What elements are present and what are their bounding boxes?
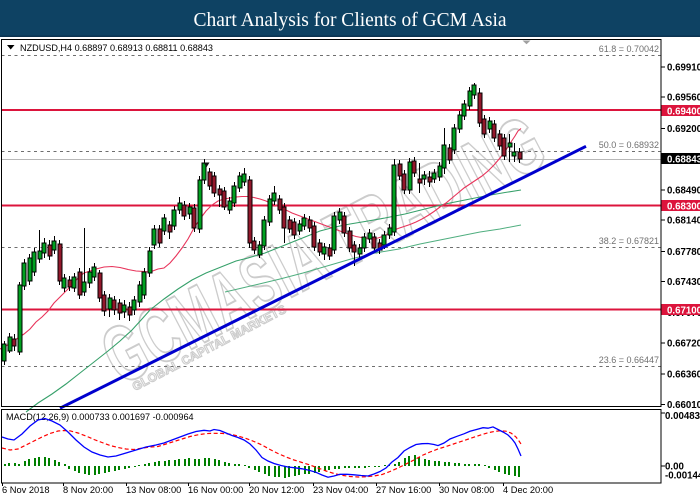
svg-text:0.67430: 0.67430 (667, 277, 700, 288)
svg-text:61.8 = 0.70042: 61.8 = 0.70042 (599, 44, 659, 54)
svg-text:0.66360: 0.66360 (667, 370, 700, 381)
svg-text:0.00: 0.00 (665, 462, 684, 473)
svg-text:23 Nov 04:00: 23 Nov 04:00 (313, 485, 368, 495)
svg-text:4 Dec 20:00: 4 Dec 20:00 (503, 485, 553, 495)
svg-text:13 Nov 08:00: 13 Nov 08:00 (126, 485, 181, 495)
svg-text:23.6 = 0.66447: 23.6 = 0.66447 (599, 355, 659, 365)
svg-text:0.68140: 0.68140 (667, 216, 700, 227)
svg-text:0.69400: 0.69400 (667, 107, 700, 118)
svg-text:30 Nov 08:00: 30 Nov 08:00 (439, 485, 494, 495)
svg-text:0.69560: 0.69560 (667, 93, 700, 104)
svg-text:27 Nov 16:00: 27 Nov 16:00 (376, 485, 431, 495)
svg-text:MACD(12,26,9) 0.000733 0.00169: MACD(12,26,9) 0.000733 0.001697 -0.00096… (6, 412, 194, 422)
svg-text:38.2 = 0.67821: 38.2 = 0.67821 (599, 236, 659, 246)
svg-text:-0.00144: -0.00144 (665, 471, 700, 482)
svg-text:0.69200: 0.69200 (667, 124, 700, 135)
svg-text:20 Nov 12:00: 20 Nov 12:00 (249, 485, 304, 495)
svg-text:8 Nov 20:00: 8 Nov 20:00 (63, 485, 113, 495)
svg-text:0.66010: 0.66010 (667, 400, 700, 411)
svg-text:16 Nov 00:00: 16 Nov 00:00 (188, 485, 243, 495)
svg-text:Chart Analysis for Clients of: Chart Analysis for Clients of GCM Asia (193, 10, 506, 31)
svg-text:0.68490: 0.68490 (667, 185, 700, 196)
svg-text:0.67780: 0.67780 (667, 247, 700, 258)
svg-text:0.68300: 0.68300 (667, 202, 700, 213)
svg-text:NZDUSD,H4 0.68897 0.68913 0.6: NZDUSD,H4 0.68897 0.68913 0.68811 0.6884… (20, 43, 213, 53)
svg-text:0.68843: 0.68843 (667, 155, 700, 166)
svg-text:0.69910: 0.69910 (667, 62, 700, 73)
svg-text:0.66720: 0.66720 (667, 339, 700, 350)
svg-text:0.004837: 0.004837 (665, 411, 700, 422)
svg-text:0.67100: 0.67100 (667, 306, 700, 317)
svg-text:50.0 = 0.68932: 50.0 = 0.68932 (599, 140, 659, 150)
svg-text:6 Nov 2018: 6 Nov 2018 (2, 485, 50, 495)
